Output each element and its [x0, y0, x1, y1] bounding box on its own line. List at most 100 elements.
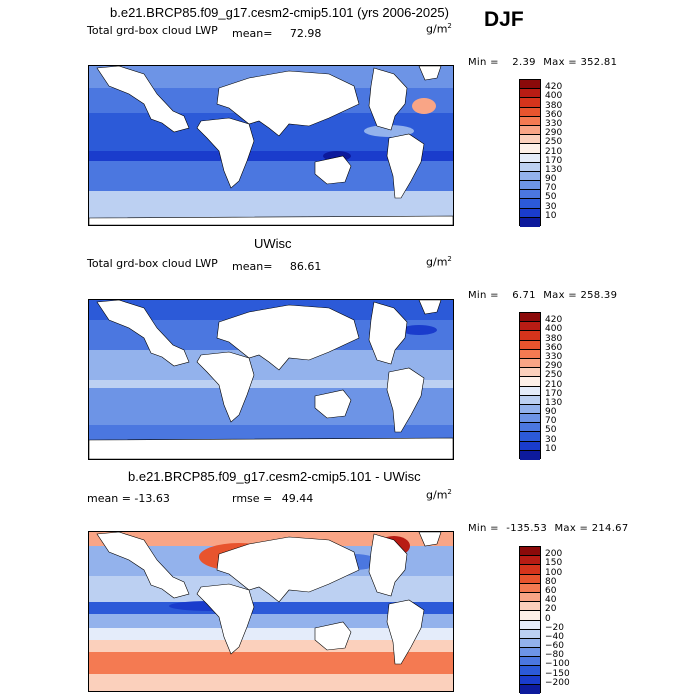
colorbar-segment: [520, 144, 540, 154]
colorbar-level-label: 420: [545, 82, 563, 93]
colorbar-segment: [520, 349, 540, 359]
panel3-rmse-value: 49.44: [281, 492, 314, 505]
colorbar-level-label: 90: [545, 174, 557, 185]
panel3-mean: mean = -13.63: [87, 492, 170, 505]
colorbar-segment: [520, 171, 540, 182]
colorbar-segment: [520, 135, 540, 145]
colorbar-segment: [520, 583, 540, 593]
colorbar-level-label: 330: [545, 118, 563, 129]
colorbar-level-label: −20: [545, 622, 564, 633]
panel3-map: [88, 531, 454, 692]
panel3-mean-label: mean =: [87, 492, 131, 505]
panel1-left-label: Total grd-box cloud LWP: [87, 24, 218, 37]
panel3-rmse: rmse = 49.44: [232, 492, 313, 505]
colorbar-level-label: −100: [545, 659, 570, 670]
colorbar-segment: [520, 116, 540, 126]
colorbar-level-label: 50: [545, 425, 557, 436]
colorbar-segment: [520, 80, 540, 90]
colorbar-segment: [520, 395, 540, 405]
panel2-colorbar: [519, 312, 541, 460]
colorbar-level-label: 360: [545, 342, 563, 353]
colorbar-level-label: 50: [545, 192, 557, 203]
colorbar-segment: [520, 556, 540, 566]
colorbar-segment: [520, 450, 540, 460]
panel2-mean-label: mean=: [232, 260, 273, 273]
colorbar-segment: [520, 675, 540, 685]
colorbar-level-label: 70: [545, 183, 557, 194]
colorbar-segment: [520, 190, 540, 200]
colorbar-level-label: 200: [545, 549, 563, 560]
colorbar-level-label: 210: [545, 146, 563, 157]
colorbar-segment: [520, 313, 540, 323]
panel1-units: g/m2: [426, 22, 452, 36]
colorbar-level-label: 360: [545, 109, 563, 120]
colorbar-level-label: 290: [545, 361, 563, 372]
colorbar-level-label: 150: [545, 558, 563, 569]
colorbar-level-label: 10: [545, 210, 557, 221]
season-label: DJF: [484, 8, 524, 31]
colorbar-segment: [520, 684, 540, 694]
colorbar-segment: [520, 648, 540, 658]
colorbar-segment: [520, 98, 540, 108]
panel2-min-value: 6.71: [512, 290, 536, 301]
panel2-units-text: g/m: [426, 255, 448, 269]
colorbar-segment: [520, 153, 540, 163]
colorbar-level-label: −200: [545, 677, 570, 688]
colorbar-level-label: 40: [545, 595, 557, 606]
colorbar-segment: [520, 414, 540, 424]
colorbar-level-label: 30: [545, 201, 557, 212]
colorbar-segment: [520, 181, 540, 191]
colorbar-level-label: 250: [545, 137, 563, 148]
panel2-min-label: Min =: [468, 290, 499, 301]
panel2-units-exp: 2: [447, 255, 452, 263]
colorbar-level-label: −40: [545, 631, 564, 642]
colorbar-level-label: −60: [545, 641, 564, 652]
panel2-mean-value: 86.61: [289, 260, 322, 273]
colorbar-level-label: 210: [545, 379, 563, 390]
colorbar-level-label: 20: [545, 604, 557, 615]
panel3-rmse-label: rmse =: [232, 492, 273, 505]
colorbar-segment: [520, 386, 540, 396]
colorbar-level-label: 100: [545, 567, 563, 578]
panel3-min-value: -135.53: [506, 523, 547, 534]
panel2-mean: mean= 86.61: [232, 260, 321, 273]
panel1-mean-label: mean=: [232, 27, 273, 40]
colorbar-level-label: 0: [545, 613, 551, 624]
colorbar-level-label: 170: [545, 155, 563, 166]
panel2-max-value: 258.39: [580, 290, 618, 301]
colorbar-segment: [520, 592, 540, 603]
colorbar-level-label: 130: [545, 164, 563, 175]
colorbar-segment: [520, 107, 540, 117]
colorbar-level-label: 290: [545, 128, 563, 139]
colorbar-segment: [520, 657, 540, 667]
colorbar-level-label: 130: [545, 397, 563, 408]
colorbar-level-label: −150: [545, 668, 570, 679]
panel1-mean-value: 72.98: [289, 27, 322, 40]
colorbar-segment: [520, 358, 540, 369]
colorbar-segment: [520, 629, 540, 639]
panel1-min-label: Min =: [468, 57, 499, 68]
panel3-min-label: Min =: [468, 523, 499, 534]
panel1-min-value: 2.39: [512, 57, 536, 68]
panel2-max-label: Max =: [543, 290, 577, 301]
colorbar-level-label: 380: [545, 333, 563, 344]
colorbar-segment: [520, 611, 540, 621]
colorbar-segment: [520, 208, 540, 218]
colorbar-segment: [520, 404, 540, 415]
panel2-units: g/m2: [426, 255, 452, 269]
colorbar-level-label: 330: [545, 351, 563, 362]
panel3-title: b.e21.BRCP85.f09_g17.cesm2-cmip5.101 - U…: [128, 469, 421, 484]
panel3-units-text: g/m: [426, 488, 448, 502]
colorbar-level-label: 420: [545, 315, 563, 326]
colorbar-segment: [520, 620, 540, 630]
panel3-units-exp: 2: [447, 488, 452, 496]
panel3-minmax: Min = -135.53 Max = 214.67: [468, 523, 629, 534]
panel2-minmax: Min = 6.71 Max = 258.39: [468, 290, 617, 301]
colorbar-level-label: 400: [545, 91, 563, 102]
colorbar-level-label: 10: [545, 443, 557, 454]
colorbar-segment: [520, 340, 540, 350]
colorbar-level-label: 80: [545, 576, 557, 587]
panel3-mean-value: -13.63: [134, 492, 170, 505]
panel3-map-svg: [89, 532, 453, 691]
panel3-max-value: 214.67: [591, 523, 629, 534]
